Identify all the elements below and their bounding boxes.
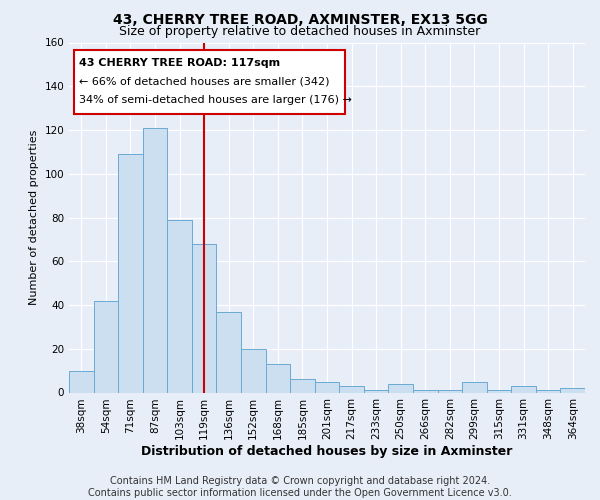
Y-axis label: Number of detached properties: Number of detached properties bbox=[29, 130, 39, 305]
Bar bbox=[266, 364, 290, 392]
Bar bbox=[560, 388, 585, 392]
Bar bbox=[241, 349, 266, 393]
Bar bbox=[388, 384, 413, 392]
Bar bbox=[69, 370, 94, 392]
Text: 43 CHERRY TREE ROAD: 117sqm: 43 CHERRY TREE ROAD: 117sqm bbox=[79, 58, 280, 68]
Bar bbox=[364, 390, 388, 392]
Bar bbox=[192, 244, 217, 392]
Bar bbox=[339, 386, 364, 392]
Bar bbox=[315, 382, 339, 392]
Text: Size of property relative to detached houses in Axminster: Size of property relative to detached ho… bbox=[119, 25, 481, 38]
Bar bbox=[536, 390, 560, 392]
Bar bbox=[413, 390, 437, 392]
Bar bbox=[118, 154, 143, 392]
X-axis label: Distribution of detached houses by size in Axminster: Distribution of detached houses by size … bbox=[142, 445, 512, 458]
FancyBboxPatch shape bbox=[74, 50, 345, 114]
Bar bbox=[462, 382, 487, 392]
Text: Contains HM Land Registry data © Crown copyright and database right 2024.
Contai: Contains HM Land Registry data © Crown c… bbox=[88, 476, 512, 498]
Text: ← 66% of detached houses are smaller (342): ← 66% of detached houses are smaller (34… bbox=[79, 76, 330, 87]
Bar bbox=[94, 300, 118, 392]
Bar bbox=[167, 220, 192, 392]
Bar bbox=[217, 312, 241, 392]
Text: 34% of semi-detached houses are larger (176) →: 34% of semi-detached houses are larger (… bbox=[79, 96, 352, 106]
Bar bbox=[143, 128, 167, 392]
Bar bbox=[511, 386, 536, 392]
Bar bbox=[437, 390, 462, 392]
Text: 43, CHERRY TREE ROAD, AXMINSTER, EX13 5GG: 43, CHERRY TREE ROAD, AXMINSTER, EX13 5G… bbox=[113, 12, 487, 26]
Bar bbox=[290, 380, 315, 392]
Bar bbox=[487, 390, 511, 392]
